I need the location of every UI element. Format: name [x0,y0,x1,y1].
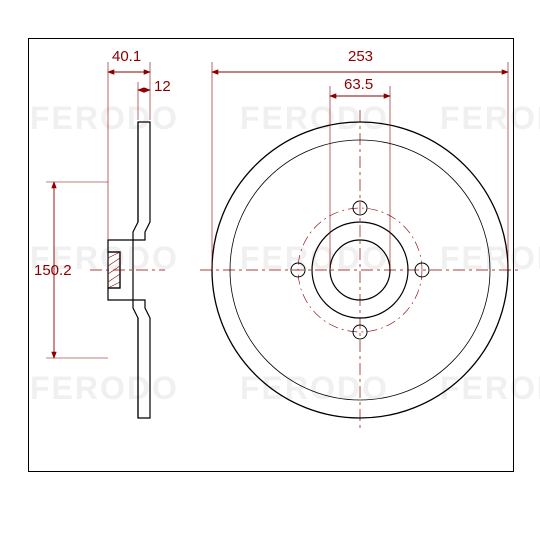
dim-40-1: 40.1 [112,48,141,65]
front-view [200,110,520,430]
dim-63-5: 63.5 [344,76,373,93]
drawing-svg [0,0,540,540]
dim-12: 12 [154,78,171,95]
side-view [90,122,165,418]
dimensions [46,62,508,358]
dim-150-2: 150.2 [34,262,72,279]
dim-253: 253 [348,48,373,65]
